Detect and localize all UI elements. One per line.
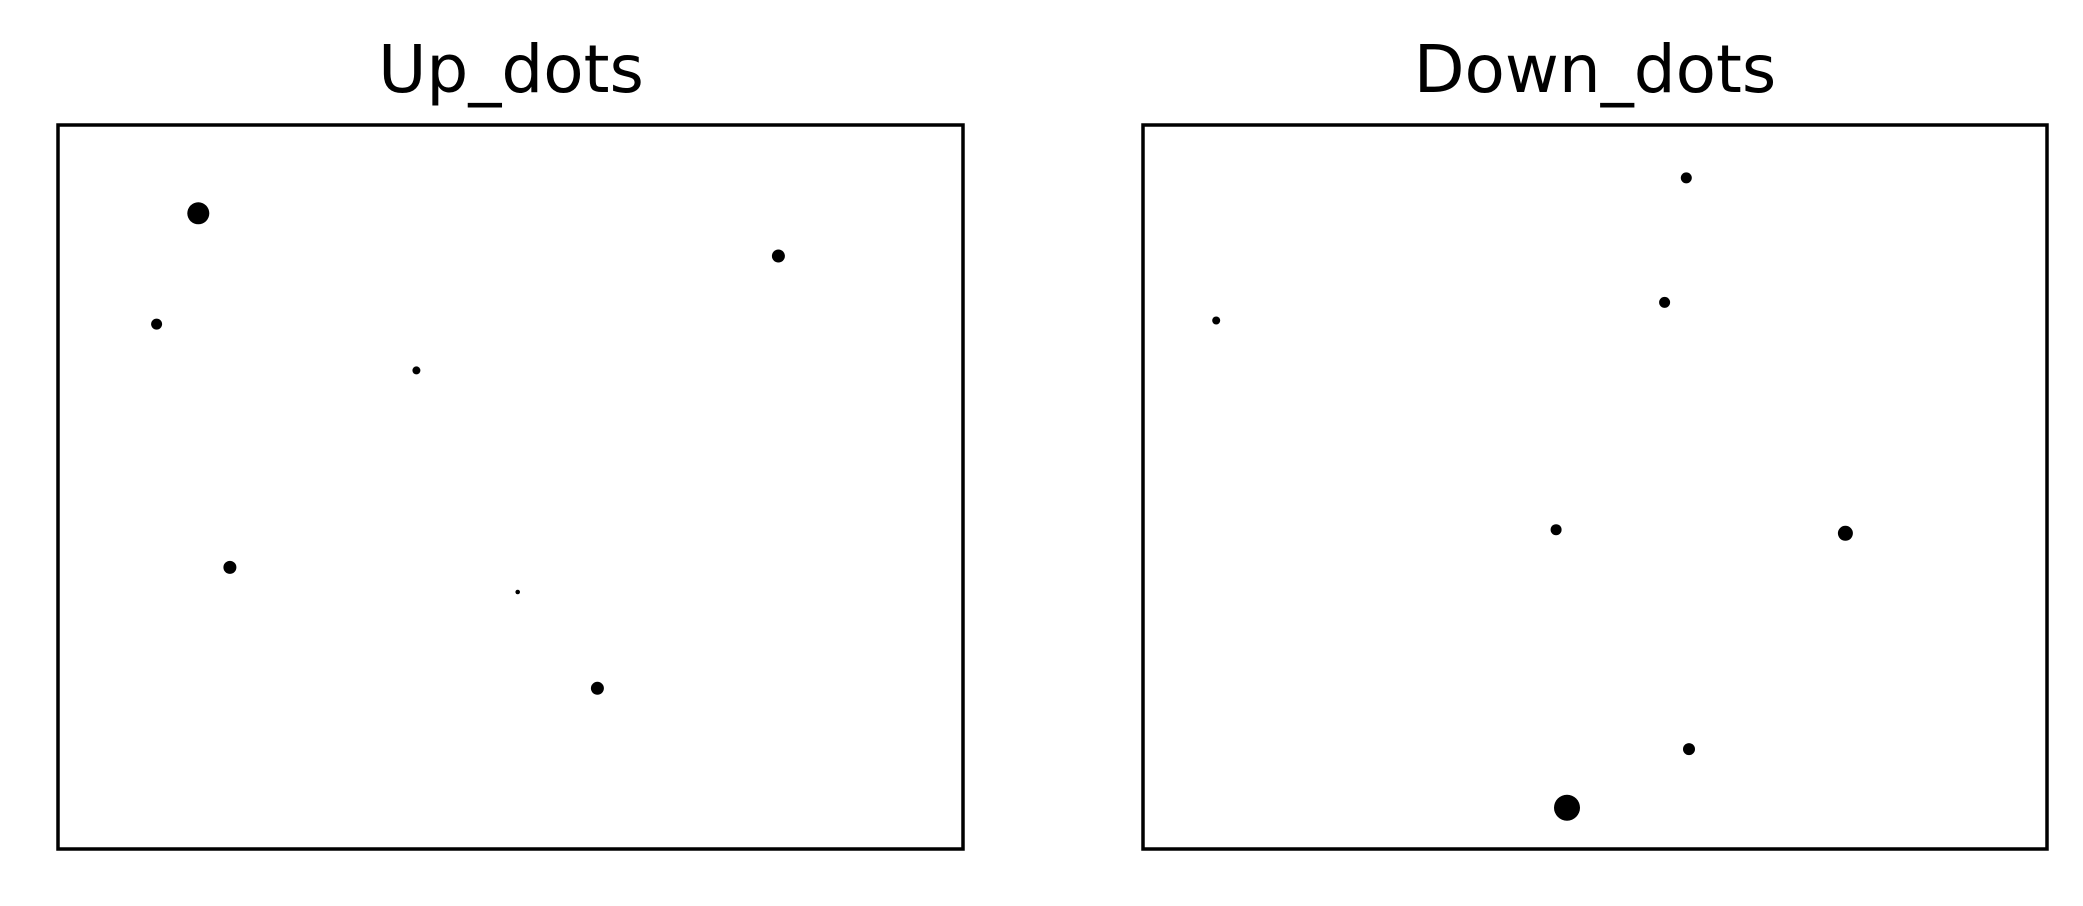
down-dots-point-2	[1659, 296, 1671, 308]
up-dots-point-6	[515, 589, 520, 595]
up-dots-point-1	[187, 202, 210, 225]
up-dots-point-7	[590, 681, 604, 695]
down-dots-panel: Down_dots	[1141, 31, 2049, 851]
up-dots-markers	[151, 202, 785, 695]
up-dots-panel: Up_dots	[56, 31, 965, 851]
up-dots-axes	[56, 123, 965, 851]
up-dots-point-5	[223, 560, 237, 574]
down-dots-point-6	[1683, 743, 1695, 756]
down-dots-point-5	[1837, 525, 1853, 541]
up-dots-point-3	[151, 318, 163, 330]
up-dots-title: Up_dots	[378, 31, 644, 108]
down-dots-point-7	[1554, 794, 1580, 821]
down-dots-point-3	[1212, 316, 1221, 325]
down-dots-axes	[1141, 123, 2049, 851]
down-dots-point-1	[1680, 172, 1692, 184]
up-dots-point-2	[771, 249, 785, 263]
down-dots-markers	[1212, 172, 1853, 821]
up-dots-point-4	[412, 366, 421, 375]
down-dots-title: Down_dots	[1414, 31, 1777, 108]
down-dots-point-4	[1550, 524, 1562, 536]
